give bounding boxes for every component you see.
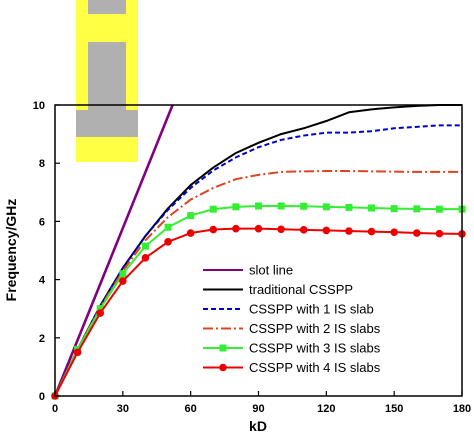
series-marker-square (368, 204, 376, 212)
series-marker-square (322, 203, 330, 211)
series-3 (54, 124, 462, 397)
legend-label: traditional CSSPP (249, 282, 353, 297)
y-axis-title: Frequency/GHz (3, 199, 19, 302)
series-marker-square (96, 305, 104, 313)
series-marker-circle (299, 226, 308, 234)
series-marker-square (164, 223, 172, 231)
series-marker-square (435, 205, 443, 213)
y-tick-label: 8 (39, 158, 45, 170)
inset-grey-stem (88, 42, 126, 110)
y-axis-ticks: 0 2 4 6 8 10 (33, 100, 60, 403)
legend-label: CSSPP with 1 IS slab (249, 302, 374, 317)
x-tick-label: 150 (385, 403, 403, 415)
series-marker-circle (219, 363, 227, 372)
series-marker-circle (435, 229, 444, 238)
series-marker-square (390, 205, 398, 213)
y-tick-label: 6 (39, 216, 45, 228)
series-marker-circle (277, 225, 285, 234)
series-marker-square (255, 202, 262, 210)
series-marker-square (219, 344, 227, 352)
inset-structure-diagram (76, 0, 138, 162)
series-marker-square (187, 212, 195, 220)
series-marker-circle (96, 309, 105, 317)
x-tick-label: 120 (317, 403, 335, 415)
legend-entry: traditional CSSPP (203, 282, 353, 297)
series-marker-circle (412, 229, 421, 237)
series-6 (51, 224, 466, 400)
series-marker-square (209, 205, 217, 213)
series-marker-square (345, 203, 353, 211)
y-tick-label: 2 (39, 333, 45, 345)
inset-grey-top (88, 0, 126, 14)
series-marker-circle (254, 224, 263, 233)
series-marker-circle (345, 227, 353, 235)
x-tick-label: 30 (117, 403, 129, 415)
y-tick-label: 4 (39, 275, 46, 287)
legend-label: CSSPP with 3 IS slabs (249, 341, 381, 356)
series-marker-circle (186, 229, 195, 237)
series-marker-circle (322, 226, 331, 235)
x-tick-label: 180 (453, 403, 471, 415)
series-marker-square (232, 203, 240, 211)
series-marker-circle (232, 224, 240, 233)
inset-grey-base (76, 110, 138, 137)
y-tick-label: 10 (33, 100, 45, 112)
x-axis-ticks: 0 30 60 90 120 150 180 (52, 391, 471, 415)
x-tick-label: 60 (185, 403, 197, 415)
series-marker-circle (164, 237, 172, 246)
series-marker-circle (390, 228, 398, 236)
series-marker-circle (367, 227, 376, 236)
legend-entry: CSSPP with 3 IS slabs (203, 341, 381, 356)
legend: slot line traditional CSSPP CSSPP with 1 I… (203, 263, 381, 375)
series-marker-square (300, 202, 308, 210)
series-line (54, 124, 462, 397)
series-4 (54, 170, 462, 397)
series-marker-square (141, 242, 149, 250)
legend-label: slot line (249, 263, 293, 278)
legend-entry: slot line (203, 263, 293, 278)
series-marker-circle (119, 277, 127, 285)
x-tick-label: 90 (252, 403, 264, 415)
series-marker-square (277, 202, 285, 210)
y-tick-label: 0 (39, 391, 45, 403)
legend-entry: CSSPP with 4 IS slabs (203, 360, 381, 375)
x-axis-title: kD (249, 418, 267, 434)
legend-entry: CSSPP with 1 IS slab (203, 302, 374, 317)
legend-entry: CSSPP with 2 IS slabs (203, 321, 381, 336)
series-marker-square (119, 270, 127, 278)
legend-label: CSSPP with 2 IS slabs (249, 321, 381, 336)
series-line (54, 170, 462, 397)
legend-label: CSSPP with 4 IS slabs (249, 360, 381, 375)
series-marker-circle (209, 225, 218, 234)
series-marker-circle (141, 253, 150, 262)
x-tick-label: 0 (52, 403, 58, 415)
series-marker-square (413, 205, 421, 213)
series-marker-circle (73, 348, 82, 357)
